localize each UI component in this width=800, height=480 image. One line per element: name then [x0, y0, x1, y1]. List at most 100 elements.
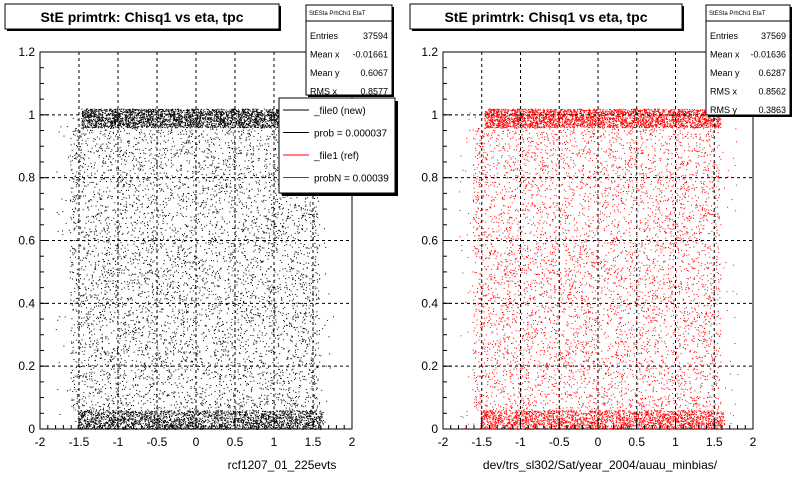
data-point — [213, 377, 215, 379]
data-point — [294, 222, 295, 224]
data-point — [243, 279, 244, 281]
data-point — [147, 264, 148, 266]
data-point — [193, 166, 195, 168]
data-point — [298, 232, 300, 233]
data-point — [124, 129, 125, 131]
data-point — [183, 324, 184, 326]
data-point — [157, 405, 158, 407]
data-point — [71, 218, 73, 220]
data-point — [192, 364, 194, 365]
data-point — [305, 339, 307, 341]
data-point — [183, 330, 185, 332]
data-point — [87, 215, 89, 217]
data-point — [71, 304, 73, 306]
data-point — [233, 160, 235, 162]
data-point — [84, 163, 86, 165]
data-point — [141, 311, 143, 313]
data-point — [124, 281, 126, 283]
data-point — [240, 142, 242, 144]
data-point — [279, 260, 281, 262]
data-point — [219, 252, 221, 254]
data-point — [164, 135, 166, 137]
data-point — [283, 233, 285, 235]
data-point — [286, 288, 288, 290]
data-point — [101, 391, 103, 393]
data-point — [154, 316, 156, 318]
data-point — [218, 406, 220, 408]
data-point — [160, 246, 162, 248]
data-point — [96, 234, 98, 236]
data-point — [191, 226, 193, 228]
data-point — [170, 258, 171, 260]
data-point — [305, 262, 307, 264]
data-point — [237, 329, 239, 330]
data-point — [147, 177, 149, 179]
data-point — [122, 171, 124, 173]
data-point — [75, 153, 77, 155]
data-point — [265, 217, 267, 219]
data-point — [241, 186, 242, 188]
data-point — [105, 286, 107, 288]
data-point — [203, 190, 205, 192]
data-point — [161, 209, 163, 211]
data-point — [225, 193, 226, 195]
data-point — [160, 398, 162, 400]
data-point — [313, 280, 315, 281]
data-point — [163, 342, 165, 344]
data-point — [114, 187, 116, 189]
data-point — [315, 409, 317, 411]
data-point — [105, 398, 107, 400]
data-point — [251, 201, 252, 203]
data-point — [185, 142, 187, 144]
data-point — [176, 149, 178, 151]
data-point — [193, 191, 194, 193]
data-point — [275, 321, 277, 323]
data-point — [96, 201, 98, 203]
data-point — [181, 391, 183, 393]
data-point — [225, 298, 227, 300]
data-point — [81, 259, 83, 261]
data-point — [251, 293, 253, 295]
data-point — [104, 177, 106, 179]
data-point — [266, 367, 268, 369]
data-point — [83, 195, 85, 197]
data-point — [225, 337, 227, 339]
data-point — [311, 314, 313, 316]
data-point — [240, 137, 242, 139]
data-point — [123, 256, 125, 257]
data-point — [199, 206, 201, 208]
data-point — [227, 166, 229, 168]
data-point — [201, 387, 203, 389]
data-point — [185, 371, 186, 373]
data-point — [81, 127, 83, 129]
data-point — [273, 206, 275, 208]
data-point — [238, 238, 240, 240]
data-point — [101, 341, 103, 343]
data-point — [228, 302, 230, 304]
data-point — [209, 233, 211, 235]
data-point — [226, 312, 228, 314]
data-point — [139, 216, 140, 218]
data-point — [107, 364, 109, 366]
data-point — [310, 247, 312, 249]
data-point — [261, 408, 263, 409]
data-point — [116, 280, 118, 282]
data-point — [125, 345, 127, 347]
data-point — [230, 140, 232, 142]
data-point — [237, 270, 239, 272]
data-point — [139, 136, 141, 138]
data-point — [272, 388, 274, 389]
data-point — [246, 322, 248, 323]
data-point — [227, 268, 229, 270]
data-point — [291, 240, 293, 242]
data-point — [184, 224, 186, 226]
data-point — [299, 380, 301, 382]
data-point — [306, 266, 308, 268]
data-point — [294, 379, 296, 381]
data-point — [295, 345, 297, 347]
data-point — [289, 397, 291, 399]
data-point — [87, 175, 89, 177]
data-point — [248, 134, 250, 136]
data-point — [233, 151, 234, 153]
data-point — [170, 250, 172, 252]
